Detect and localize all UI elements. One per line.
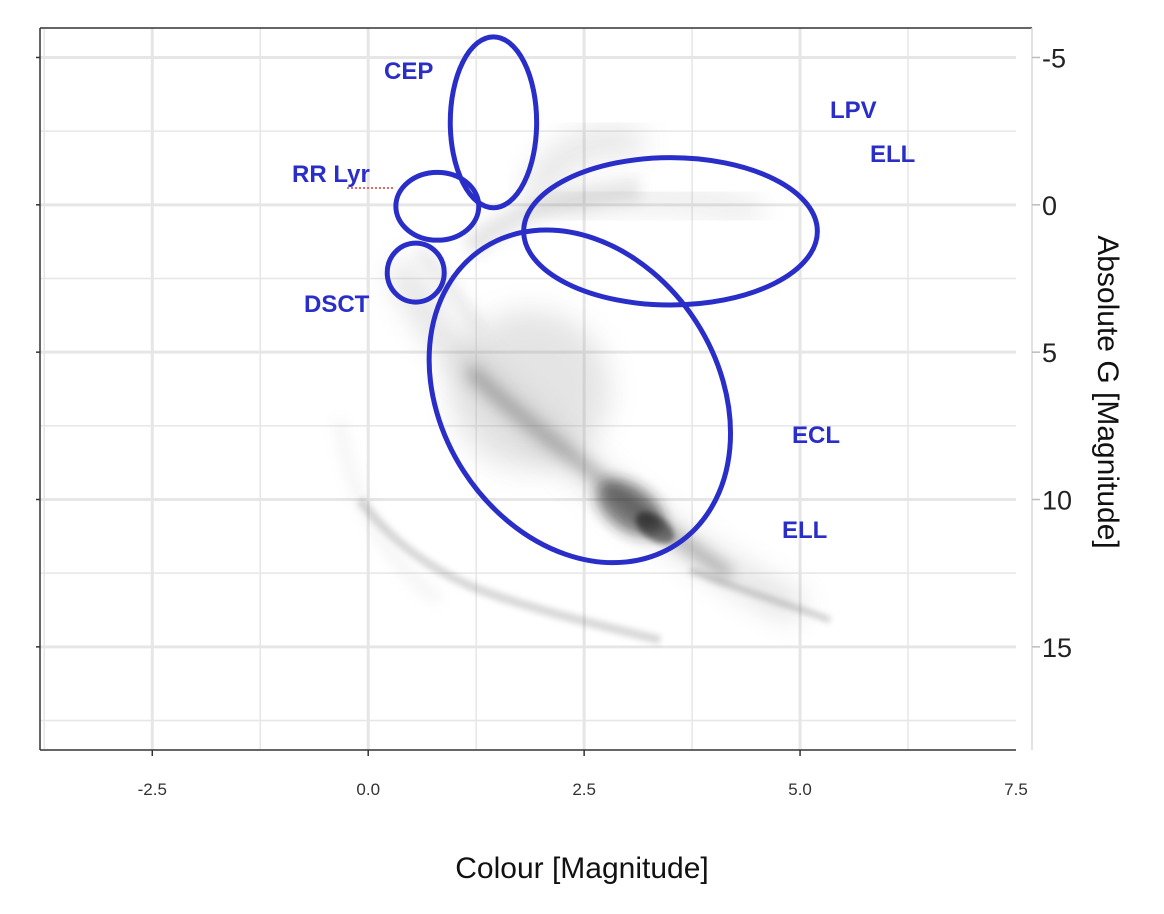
y-tick-label: 10 xyxy=(1042,486,1072,516)
x-tick-labels: -2.5 0.0 2.5 5.0 7.5 xyxy=(138,750,1028,799)
y-tick-label: -5 xyxy=(1042,43,1066,73)
axes xyxy=(39,27,1033,751)
annotation-ecl: ECL xyxy=(792,422,840,449)
annotation-ell-lower: ELL xyxy=(782,517,827,544)
y-tick-label: 5 xyxy=(1042,338,1057,368)
region-ellipse-ecl-ell xyxy=(426,227,734,566)
y-axis-title: Absolute G [Magnitude] xyxy=(1091,235,1124,549)
region-ellipse-cep xyxy=(447,34,540,211)
x-tick-label: 2.5 xyxy=(572,780,596,799)
annotation-rr-lyr: RR Lyr xyxy=(292,161,370,188)
region-ellipse-rr-lyr xyxy=(393,169,482,243)
y-tick-labels: -5 0 5 10 15 xyxy=(36,43,1072,663)
star-density-cloud xyxy=(335,125,832,645)
y-tick-label: 15 xyxy=(1042,633,1072,663)
annotation-ell-upper: ELL xyxy=(870,141,915,168)
y-tick-label: 0 xyxy=(1042,191,1057,221)
annotation-dsct: DSCT xyxy=(304,291,370,318)
x-tick-label: -2.5 xyxy=(138,780,167,799)
x-axis-title: Colour [Magnitude] xyxy=(455,852,708,885)
variable-star-regions xyxy=(384,34,820,566)
grid-major xyxy=(40,28,1016,750)
x-tick-label: 5.0 xyxy=(788,780,812,799)
annotation-lpv: LPV xyxy=(830,97,877,124)
region-annotations: CEP LPV ELL RR Lyr DSCT ECL ELL xyxy=(292,58,915,544)
x-tick-label: 0.0 xyxy=(356,780,380,799)
x-tick-label: 7.5 xyxy=(1004,780,1028,799)
region-ellipse-dsct xyxy=(384,240,447,305)
annotation-cep: CEP xyxy=(384,58,433,85)
